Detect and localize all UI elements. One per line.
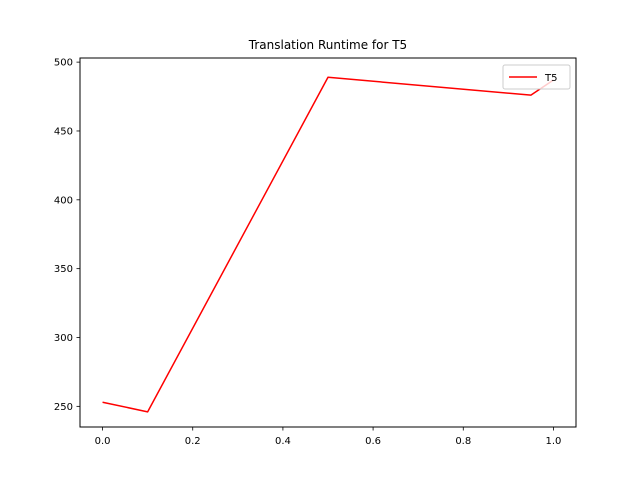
- series-line-t5: [102, 76, 554, 413]
- legend-label: T5: [544, 73, 557, 84]
- chart-title: Translation Runtime for T5: [248, 38, 407, 52]
- y-tick-label: 450: [54, 126, 73, 137]
- x-tick-label: 0.2: [185, 436, 201, 447]
- y-tick-label: 250: [54, 402, 73, 413]
- x-tick-label: 0.8: [455, 436, 471, 447]
- y-tick-label: 400: [54, 195, 73, 206]
- x-tick-label: 0.0: [95, 436, 111, 447]
- y-tick-label: 350: [54, 264, 73, 275]
- plot-area: [102, 76, 554, 413]
- legend: T5: [502, 64, 571, 90]
- axes-frame: [79, 57, 577, 428]
- x-tick-label: 0.6: [365, 436, 381, 447]
- y-tick-label: 500: [54, 58, 73, 69]
- x-tick-label: 0.4: [275, 436, 291, 447]
- y-axis: 250 300 350 400 450 500: [54, 58, 80, 413]
- y-tick-label: 300: [54, 333, 73, 344]
- x-tick-label: 1.0: [546, 436, 562, 447]
- x-axis: 0.0 0.2 0.4 0.6 0.8 1.0: [95, 427, 562, 447]
